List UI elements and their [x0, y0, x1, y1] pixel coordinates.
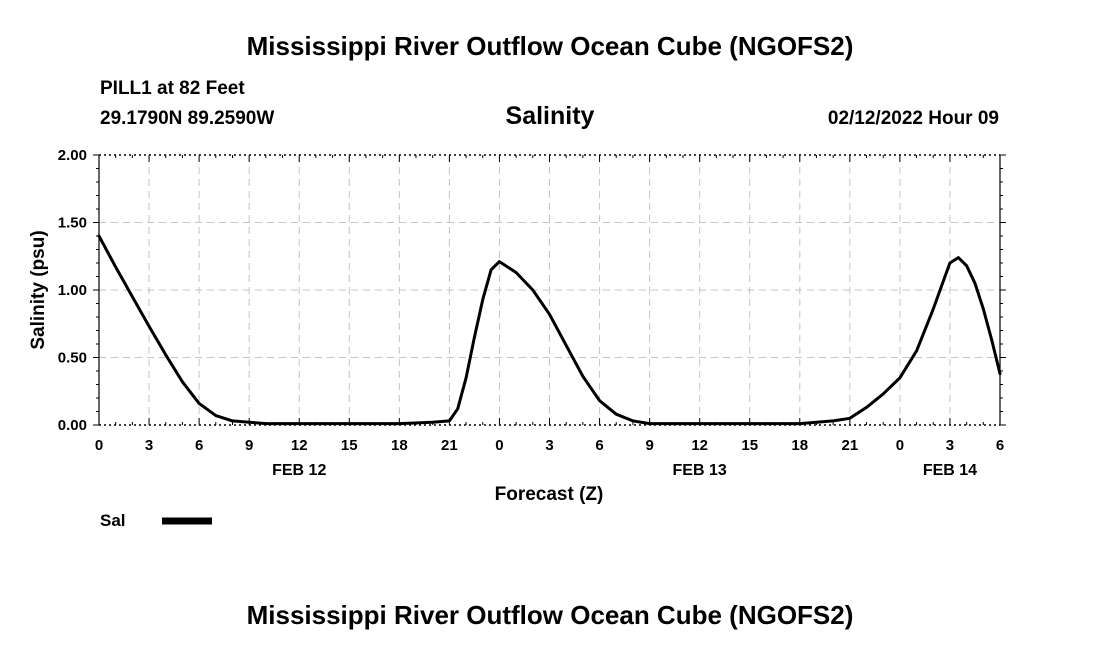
- x-date-label: FEB 14: [923, 462, 977, 479]
- x-tick-label: 0: [95, 437, 103, 454]
- legend-label: Sal: [100, 511, 126, 530]
- x-tick-label: 9: [245, 437, 253, 454]
- y-tick-label: 0.50: [58, 350, 87, 367]
- legend: Sal: [100, 511, 212, 530]
- x-tick-label: 0: [495, 437, 503, 454]
- y-tick-label: 1.50: [58, 215, 87, 232]
- x-tick-label: 3: [946, 437, 954, 454]
- chart-subtitle: Salinity: [506, 102, 595, 130]
- x-tick-label: 3: [545, 437, 553, 454]
- chart-header-title: Mississippi River Outflow Ocean Cube (NG…: [247, 31, 854, 61]
- y-tick-label: 2.00: [58, 147, 87, 164]
- x-tick-label: 18: [791, 437, 808, 454]
- x-date-label: FEB 13: [673, 462, 727, 479]
- x-tick-label: 6: [195, 437, 203, 454]
- x-tick-label: 6: [996, 437, 1004, 454]
- y-axis-label: Salinity (psu): [28, 230, 49, 349]
- x-tick-label: 0: [896, 437, 904, 454]
- salinity-series-line: [97, 234, 1002, 426]
- x-tick-label: 15: [341, 437, 358, 454]
- series-layer: [97, 234, 1002, 426]
- x-tick-label: 15: [741, 437, 758, 454]
- x-tick-label: 21: [441, 437, 458, 454]
- y-tick-label: 0.00: [58, 417, 87, 434]
- grid-lines: [99, 155, 1000, 425]
- x-tick-label: 12: [291, 437, 308, 454]
- tick-labels: 0 3 6 9 12 15 18 21 0 3 6 9 12 15 18 21 0 3 6 0.00 0.50 1.00 1…: [58, 147, 1004, 479]
- station-coordinates: 29.1790N 89.2590W: [100, 108, 274, 129]
- x-date-label: FEB 12: [272, 462, 326, 479]
- axes: [93, 154, 1006, 426]
- x-tick-label: 9: [645, 437, 653, 454]
- y-tick-label: 1.00: [58, 282, 87, 299]
- x-tick-label: 18: [391, 437, 408, 454]
- x-axis-label: Forecast (Z): [495, 484, 604, 505]
- forecast-timestamp: 02/12/2022 Hour 09: [828, 108, 999, 129]
- x-tick-label: 3: [145, 437, 153, 454]
- x-tick-label: 21: [841, 437, 858, 454]
- x-tick-label: 6: [595, 437, 603, 454]
- footer-title: Mississippi River Outflow Ocean Cube (NG…: [247, 600, 854, 630]
- station-label: PILL1 at 82 Feet: [100, 78, 245, 99]
- x-tick-label: 12: [691, 437, 708, 454]
